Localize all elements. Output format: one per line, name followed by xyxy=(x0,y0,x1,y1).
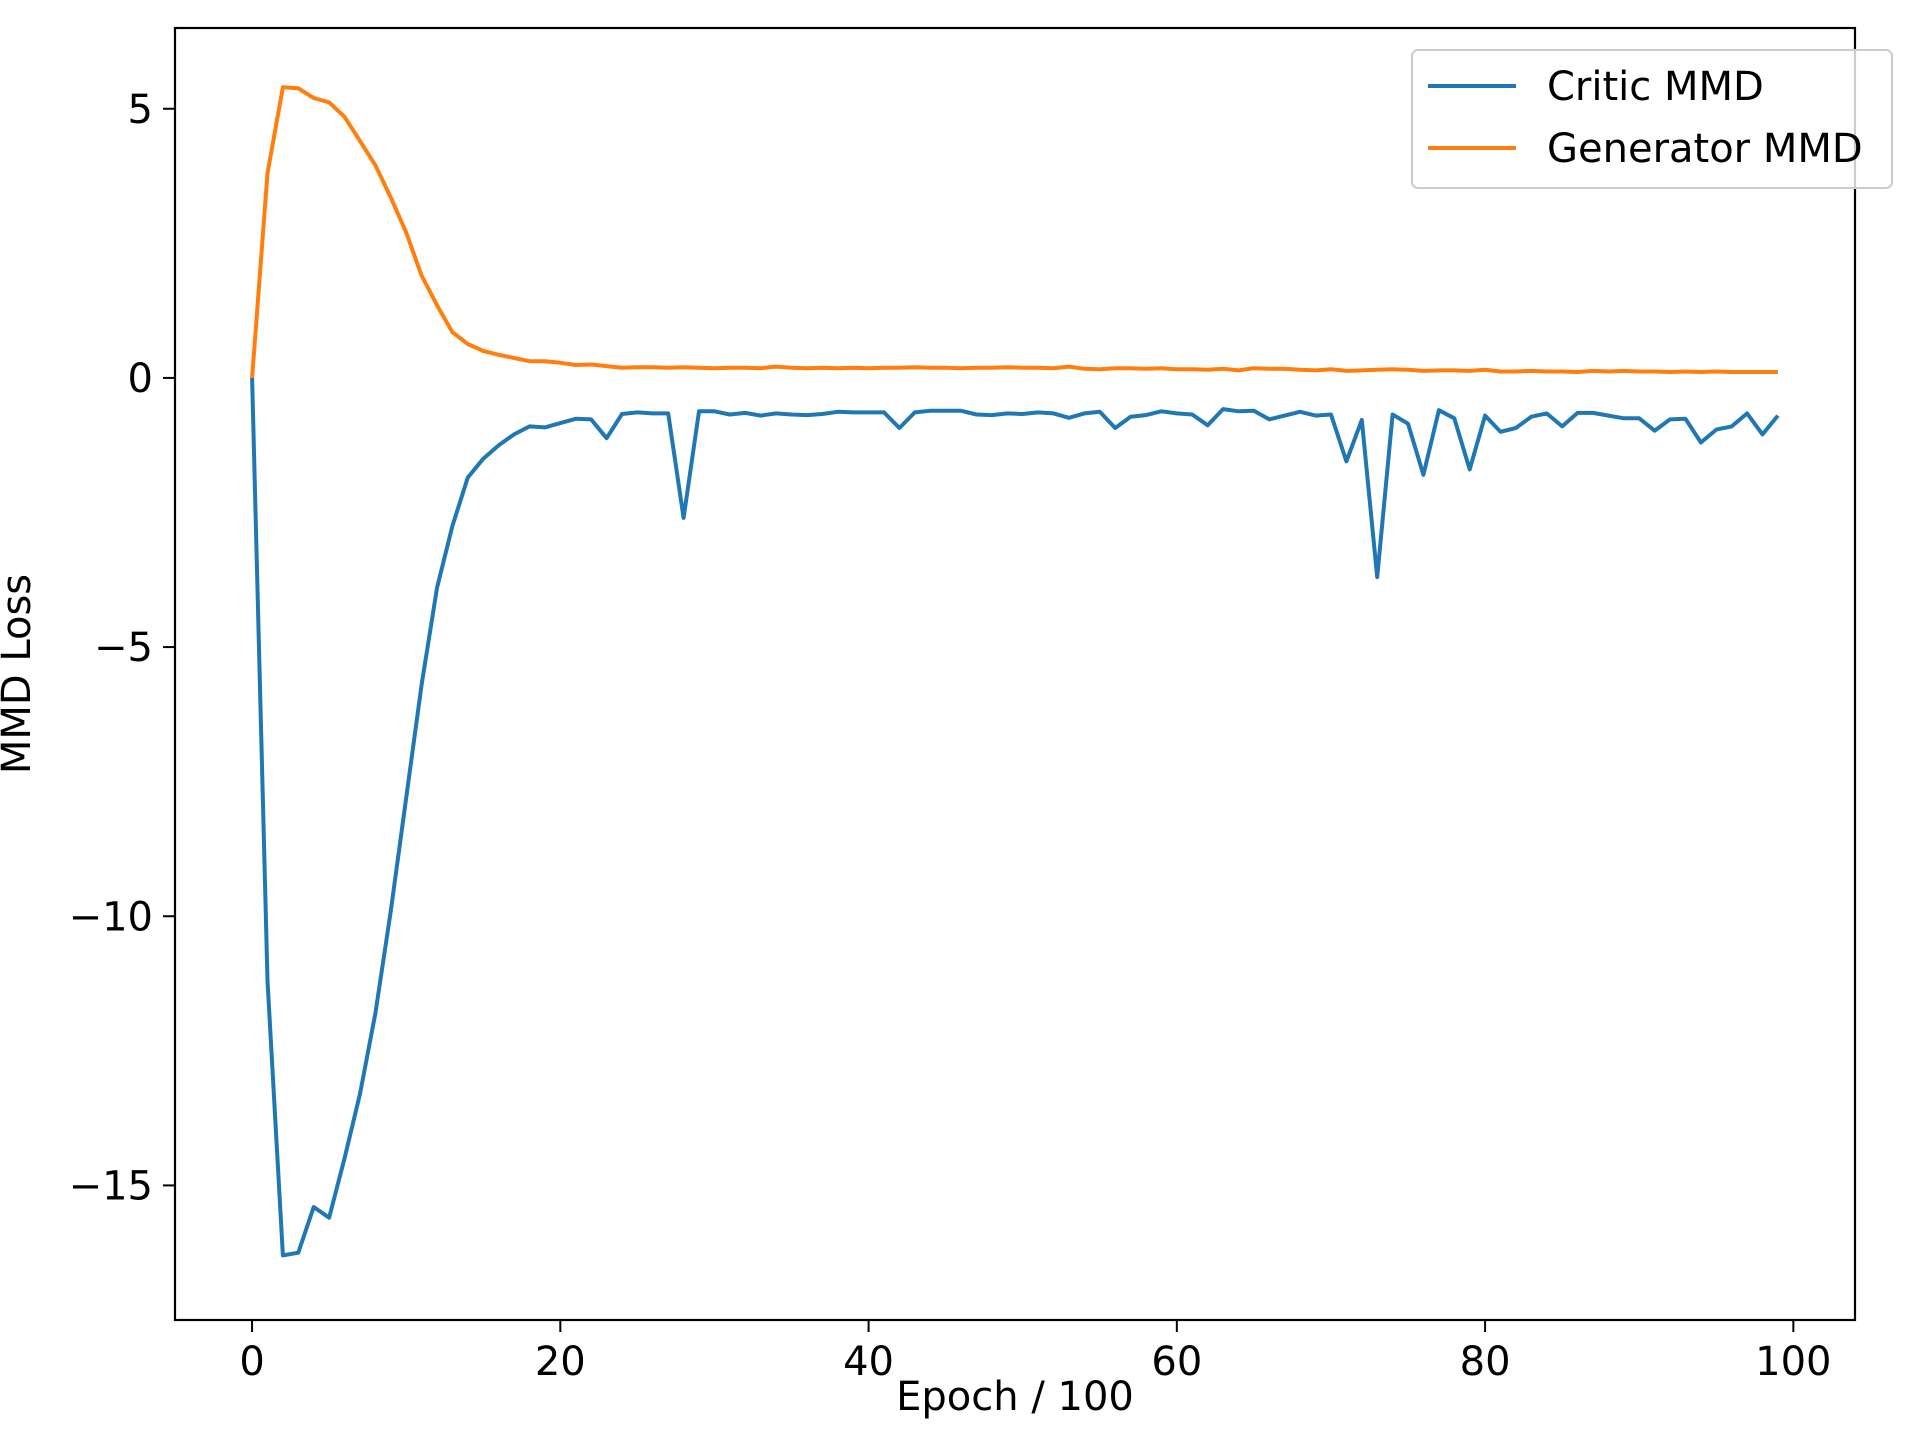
y-tick-label: −10 xyxy=(69,894,153,940)
x-tick-label: 80 xyxy=(1460,1339,1511,1385)
y-tick-label: 0 xyxy=(128,356,153,402)
axes-frame xyxy=(173,26,1857,1322)
legend-box xyxy=(1411,49,1893,189)
x-tick-label: 100 xyxy=(1755,1339,1831,1385)
y-axis-label: MMD Loss xyxy=(0,574,40,774)
series-line-0 xyxy=(250,377,1780,1258)
x-axis-ticks: 0 20 40 60 80 100 xyxy=(239,1320,1832,1385)
y-tick-label: −15 xyxy=(69,1163,153,1209)
legend-label-critic: Critic MMD xyxy=(1547,64,1764,110)
series-line-1 xyxy=(250,85,1778,379)
y-tick-label: −5 xyxy=(94,625,153,671)
x-tick-label: 60 xyxy=(1151,1339,1202,1385)
legend-label-generator: Generator MMD xyxy=(1547,126,1863,172)
x-axis-label: Epoch / 100 xyxy=(896,1374,1134,1420)
x-tick-label: 0 xyxy=(239,1339,264,1385)
plot-lines xyxy=(250,85,1780,1258)
legend: Critic MMD Generator MMD xyxy=(1411,49,1893,189)
x-tick-label: 40 xyxy=(843,1339,894,1385)
y-tick-label: 5 xyxy=(128,87,153,133)
x-tick-label: 20 xyxy=(535,1339,586,1385)
y-axis-ticks: 5 0 −5 −10 −15 xyxy=(69,87,175,1209)
